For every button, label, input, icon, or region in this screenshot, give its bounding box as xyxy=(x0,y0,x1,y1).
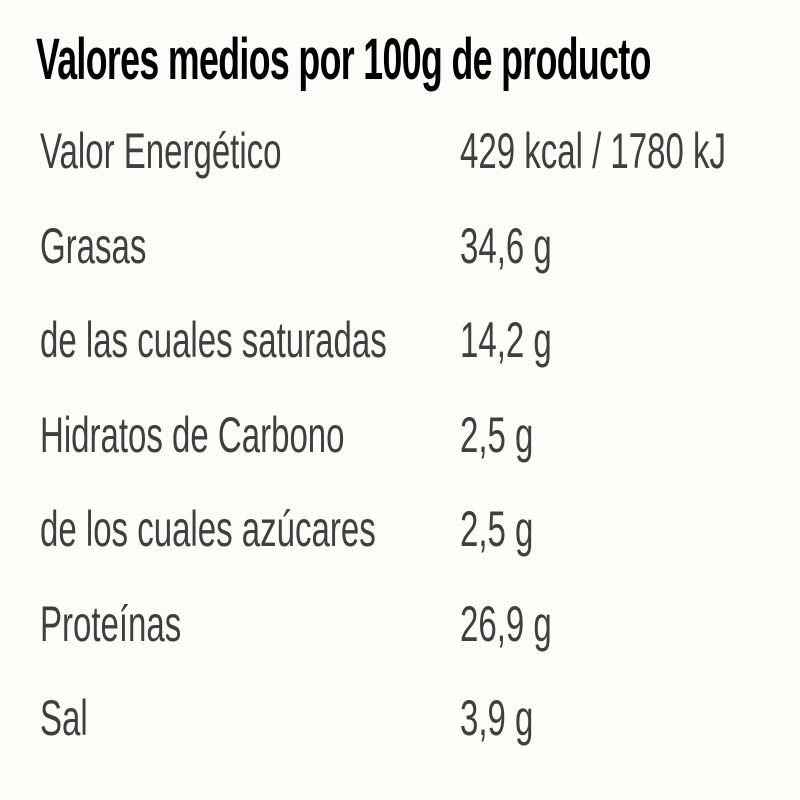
nutrient-value: 26,9 g xyxy=(460,595,552,652)
table-row: Sal 3,9 g xyxy=(0,689,800,779)
table-row: Grasas 34,6 g xyxy=(0,217,800,307)
nutrient-name: Hidratos de Carbono xyxy=(40,406,345,463)
table-row: Hidratos de Carbono 2,5 g xyxy=(0,406,800,496)
nutrient-value: 34,6 g xyxy=(460,217,552,274)
nutrient-name: Sal xyxy=(40,690,88,746)
nutrient-value: 14,2 g xyxy=(460,312,552,368)
nutrient-name: Proteínas xyxy=(40,595,182,652)
table-row: Valor Energético 429 kcal / 1780 kJ xyxy=(0,122,800,212)
table-row: Proteínas 26,9 g xyxy=(0,595,800,685)
table-row: de las cuales saturadas 14,2 g xyxy=(0,311,800,401)
nutrient-value: 2,5 g xyxy=(460,406,534,463)
nutrient-name: de los cuales azúcares xyxy=(40,501,376,557)
table-row: de los cuales azúcares 2,5 g xyxy=(0,500,800,590)
nutrient-name: de las cuales saturadas xyxy=(40,312,387,368)
nutrient-value: 2,5 g xyxy=(460,501,534,557)
nutrient-name: Grasas xyxy=(40,217,147,274)
nutrient-value: 429 kcal / 1780 kJ xyxy=(460,123,727,179)
nutrient-name: Valor Energético xyxy=(40,123,282,179)
title: Valores medios por 100g de producto xyxy=(36,27,651,92)
nutrient-value: 3,9 g xyxy=(460,690,534,746)
